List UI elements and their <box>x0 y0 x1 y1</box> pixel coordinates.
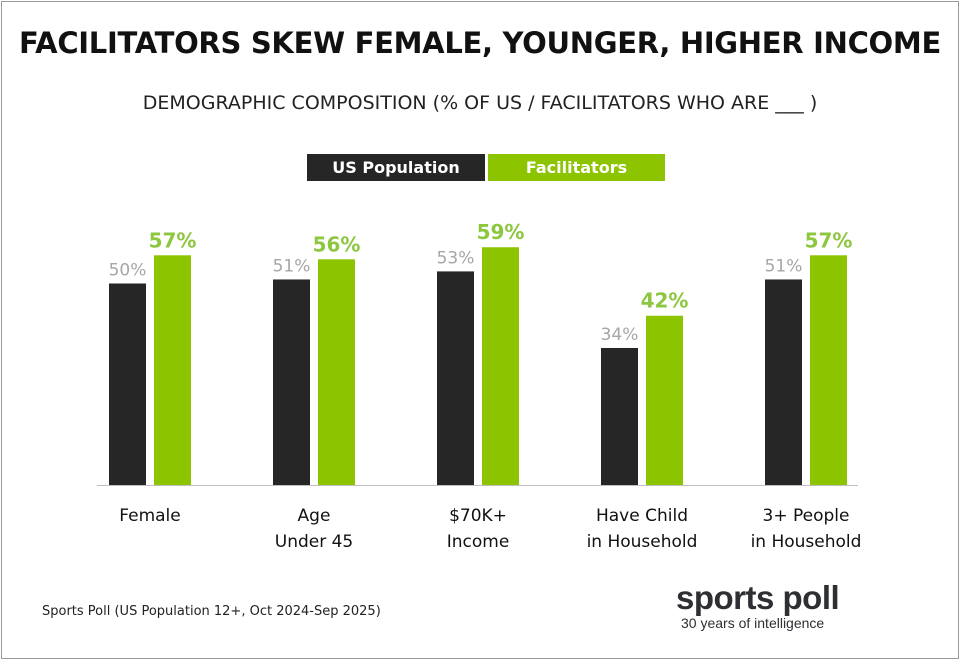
category-label: Under 45 <box>275 532 354 552</box>
sports-poll-logo: sports poll 30 years of intelligence <box>676 579 840 631</box>
bar-us-population <box>273 279 310 485</box>
data-label: 42% <box>641 289 689 313</box>
data-label: 56% <box>313 232 361 256</box>
bar-us-population <box>601 347 638 485</box>
logo-tagline: 30 years of intelligence <box>681 615 825 631</box>
category-label: 3+ People <box>763 506 850 526</box>
data-label: 50% <box>109 261 147 281</box>
data-label: 53% <box>437 248 475 268</box>
category-label: in Household <box>587 532 698 552</box>
category-label: Female <box>119 506 180 526</box>
bar-us-population <box>109 283 146 485</box>
data-label: 59% <box>477 220 525 244</box>
data-label: 51% <box>765 256 803 276</box>
category-label: in Household <box>751 532 862 552</box>
data-label: 57% <box>805 228 853 252</box>
data-label: 51% <box>273 256 311 276</box>
logo-name: sports poll <box>676 579 840 616</box>
category-label: Income <box>447 532 510 552</box>
source-note: Sports Poll (US Population 12+, Oct 2024… <box>42 604 381 619</box>
legend-facilitators: Facilitators <box>488 154 665 181</box>
category-label: $70K+ <box>449 506 507 526</box>
bar-facilitators <box>810 255 847 485</box>
chart-subtitle: DEMOGRAPHIC COMPOSITION (% OF US / FACIL… <box>142 92 818 114</box>
legend-us-population: US Population <box>307 154 485 181</box>
bar-facilitators <box>482 247 519 485</box>
bar-facilitators <box>318 259 355 485</box>
bar-facilitators <box>646 315 683 485</box>
data-label: 34% <box>601 325 639 345</box>
data-label: 57% <box>149 228 197 252</box>
bar-facilitators <box>154 255 191 485</box>
chart-title: FACILITATORS SKEW FEMALE, YOUNGER, HIGHE… <box>19 26 941 60</box>
category-label: Age <box>298 506 331 526</box>
bar-us-population <box>765 279 802 485</box>
bar-us-population <box>437 271 474 485</box>
category-label: Have Child <box>596 506 688 526</box>
